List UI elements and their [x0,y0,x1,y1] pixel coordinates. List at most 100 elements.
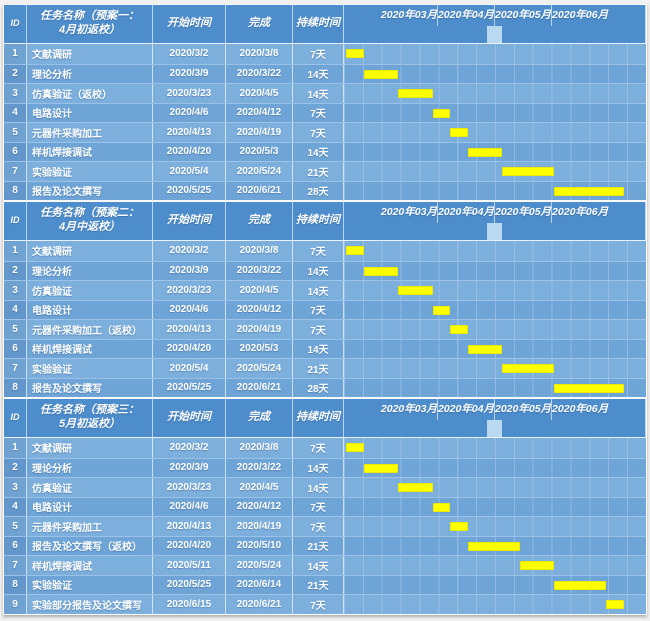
week-cell [491,224,492,240]
col-header-start-date: 开始时间 [153,5,226,43]
col-header-id: ID [4,5,27,43]
month-label-may: 2020年05月 [495,5,553,27]
gantt-row-track [344,359,646,378]
gantt-row-track [344,123,646,142]
task-id: 2 [4,458,27,477]
gantt-bar [554,186,624,196]
task-row: 6 报告及论文撰写（返校） 2020/4/20 2020/5/10 21天 [4,535,646,555]
gantt-bar [467,541,520,551]
week-cell [488,224,489,240]
month-label-may: 2020年05月 [495,202,553,224]
gantt-bar [398,89,434,98]
plan-title-line2: 5月初返校） [58,418,121,430]
plan-title-line1: 任务名称（预案二： [40,207,139,220]
task-duration: 7天 [293,497,344,516]
gantt-bar [450,325,468,334]
col-header-duration: 持续时间 [293,5,344,43]
task-id: 7 [4,162,27,181]
task-name: 文献调研 [27,44,153,64]
gantt-bar [519,561,555,570]
task-finish-date: 2020/5/10 [226,536,293,555]
task-start-date: 2020/4/13 [153,320,226,339]
task-finish-date: 2020/6/21 [226,595,293,614]
task-id: 1 [4,44,27,64]
week-cell [487,421,488,437]
task-name: 样机焊接调试 [27,142,153,161]
task-row: 1 文献调研 2020/3/2 2020/3/8 7天 [4,44,646,64]
task-id: 6 [4,339,27,358]
gantt-bar [502,364,555,373]
task-start-date: 2020/4/13 [153,123,226,142]
col-header-task-name: 任务名称（预案三： 5月初返校） [27,399,153,437]
task-start-date: 2020/3/2 [153,438,226,458]
task-duration: 7天 [293,44,344,64]
task-row: 4 电路设计 2020/4/6 2020/4/12 7天 [4,299,646,319]
task-id: 3 [4,478,27,497]
month-label-march: 2020年03月 [381,5,438,27]
task-finish-date: 2020/3/8 [226,241,293,261]
gantt-bar [467,344,503,354]
week-cell [492,421,493,437]
table-body: 1 文献调研 2020/3/2 2020/3/8 7天 2 理论分析 2020/… [4,44,646,200]
gantt-bar [433,502,451,512]
task-id: 5 [4,320,27,339]
gantt-row-track [344,458,646,477]
gantt-row-track [344,438,646,458]
week-cell [498,27,499,43]
col-header-id: ID [4,202,27,240]
task-finish-date: 2020/4/5 [226,281,293,300]
week-cell [501,421,502,437]
task-duration: 7天 [293,123,344,142]
gantt-bar [467,147,503,157]
task-name: 电路设计 [27,300,153,319]
task-row: 3 仿真验证（返校） 2020/3/23 2020/4/5 14天 [4,83,646,103]
gantt-row-track [344,595,646,614]
week-cell [498,224,499,240]
task-finish-date: 2020/6/21 [226,378,293,397]
gantt-bar [398,286,434,295]
task-name: 仿真验证 [27,281,153,300]
week-cell [501,224,502,240]
task-row: 2 理论分析 2020/3/9 2020/3/22 14天 [4,457,646,477]
week-cell [492,224,493,240]
task-id: 4 [4,300,27,319]
task-row: 1 文献调研 2020/3/2 2020/3/8 7天 [4,438,646,458]
task-finish-date: 2020/3/22 [226,261,293,280]
task-name: 元器件采购加工 [27,517,153,536]
task-start-date: 2020/6/15 [153,595,226,614]
task-start-date: 2020/4/20 [153,142,226,161]
task-finish-date: 2020/6/14 [226,575,293,594]
task-row: 5 元器件采购加工 2020/4/13 2020/4/19 7天 [4,122,646,142]
week-cell [489,224,490,240]
gantt-table-plan-1: ID 任务名称（预案一： 4月初返校） 开始时间 完成 持续时间 2020年03… [3,4,647,201]
gantt-row-track [344,517,646,536]
col-header-finish-date: 完成 [226,5,293,43]
task-duration: 21天 [293,536,344,555]
task-row: 2 理论分析 2020/3/9 2020/3/22 14天 [4,63,646,83]
week-cell [500,27,501,43]
week-cell [500,224,501,240]
gantt-bar [450,522,468,531]
gantt-row-track [344,339,646,358]
week-cell [492,27,493,43]
task-start-date: 2020/5/25 [153,575,226,594]
task-id: 8 [4,575,27,594]
week-cell [498,421,499,437]
task-duration: 7天 [293,241,344,261]
week-cell [497,421,498,437]
task-name: 样机焊接调试 [27,556,153,575]
task-start-date: 2020/4/20 [153,339,226,358]
gantt-bar [554,580,607,590]
week-cell [499,224,500,240]
task-name: 仿真验证（返校） [27,84,153,103]
timeline-header: 2020年03月 2020年04月 2020年05月 2020年06月 [344,399,646,437]
task-name: 理论分析 [27,261,153,280]
task-finish-date: 2020/4/19 [226,320,293,339]
task-duration: 7天 [293,103,344,122]
month-label-may: 2020年05月 [495,399,553,421]
gantt-bar [606,600,624,609]
task-row: 6 样机焊接调试 2020/4/20 2020/5/3 14天 [4,338,646,358]
task-name: 样机焊接调试 [27,339,153,358]
months-row: 2020年03月 2020年04月 2020年05月 2020年06月 [381,202,608,224]
